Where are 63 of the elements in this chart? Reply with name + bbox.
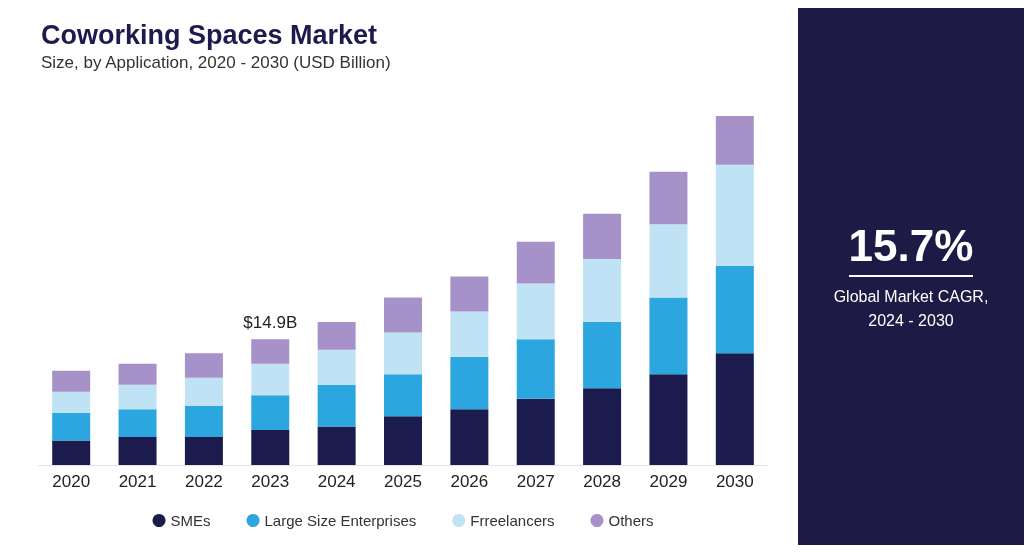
bar [52, 391, 91, 413]
bar [184, 353, 223, 378]
bar [384, 332, 422, 375]
bar [118, 409, 157, 438]
bar [118, 384, 157, 410]
bar [317, 384, 356, 427]
x-tick-label: 2023 [251, 472, 290, 491]
bar [317, 321, 356, 350]
bar [649, 171, 688, 225]
bar [384, 416, 422, 465]
bar [184, 405, 223, 438]
bar [384, 297, 422, 333]
bar [450, 409, 489, 465]
bar [583, 321, 622, 389]
x-tick-label: 2029 [649, 472, 688, 491]
legend-label: Large Size Enterprises [264, 512, 417, 529]
bar [52, 370, 91, 392]
bar [715, 116, 754, 165]
bar [251, 430, 290, 465]
bar [118, 437, 157, 465]
x-tick-label: 2020 [52, 472, 91, 491]
side-panel: 15.7% Global Market CAGR, 2024 - 2030 [798, 8, 1024, 545]
bar [516, 283, 555, 340]
chart-title: Coworking Spaces Market [41, 19, 378, 50]
bar [118, 363, 157, 385]
x-tick-label: 2021 [118, 472, 157, 491]
bar [583, 213, 622, 260]
bar [184, 437, 223, 465]
bar [317, 349, 356, 385]
x-tick-label: 2030 [715, 472, 754, 491]
annotation: $14.9B [243, 313, 298, 333]
x-tick-label: 2026 [450, 472, 489, 491]
legend-label: Frreelancers [470, 512, 555, 529]
bar [450, 276, 489, 312]
bar [649, 374, 688, 465]
bar [583, 388, 622, 465]
x-tick-label: 2028 [583, 472, 621, 491]
bar [184, 377, 223, 406]
bar [251, 395, 290, 431]
bar [317, 426, 356, 465]
bar [516, 339, 555, 399]
bar [715, 266, 754, 354]
x-tick-label: 2022 [185, 472, 223, 491]
bar [516, 398, 555, 465]
bar [52, 412, 91, 441]
bar [251, 339, 290, 364]
x-tick-label: 2025 [384, 472, 422, 491]
bar [649, 224, 688, 298]
bar [516, 241, 555, 284]
bar [450, 356, 489, 410]
bar [715, 164, 754, 267]
bar [583, 259, 622, 322]
x-tick-label: 2027 [516, 472, 555, 491]
bar [649, 297, 688, 375]
chart-subtitle: Size, by Application, 2020 - 2030 (USD Billion) [41, 53, 391, 72]
bar [450, 311, 489, 357]
x-tick-label: 2024 [317, 472, 356, 491]
legend-label: SMEs [170, 512, 211, 529]
bar [52, 440, 91, 465]
bar [251, 363, 290, 396]
bar [384, 374, 422, 417]
bar [715, 353, 754, 465]
legend-label: Others [608, 512, 654, 529]
